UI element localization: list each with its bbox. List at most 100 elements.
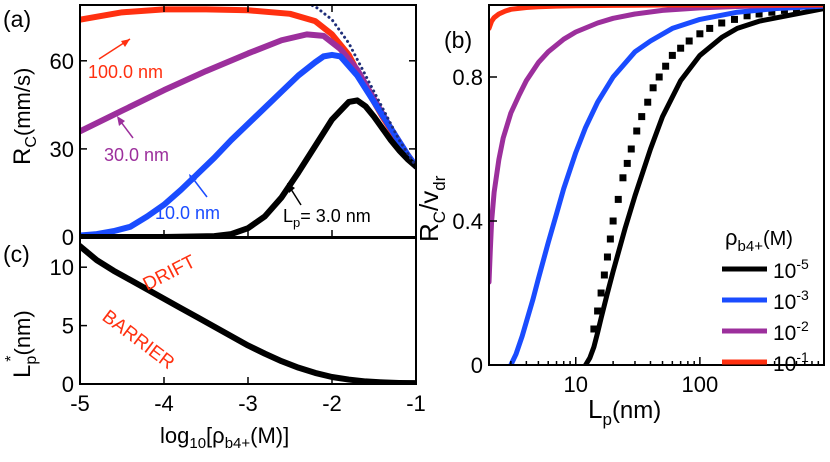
- panel-b-marker-6: [609, 217, 617, 225]
- panel-b-marker-18: [677, 44, 685, 52]
- panel-a-label: (a): [3, 6, 31, 32]
- panel-b-marker-15: [655, 73, 663, 81]
- annotation-3nm-text: Lp= 3.0 nm: [283, 206, 371, 230]
- panel-b-marker-23: [730, 15, 738, 23]
- panel-c-ylabel-main: L: [9, 365, 36, 378]
- panel-c-frame: [79, 237, 417, 385]
- panel-b-marker-0: [590, 325, 598, 333]
- panel-a-ylabel: RC(mm/s): [9, 68, 40, 165]
- panel-b-marker-17: [668, 51, 676, 59]
- panel-b-ytick-label-zero: 0: [471, 353, 483, 378]
- annotation-3nm: Lp= 3.0 nm: [283, 183, 371, 230]
- panel-a-ytick-label-2: 60: [50, 49, 74, 74]
- legend-title-unit: (M): [763, 228, 793, 250]
- panel-b-xtick-label-1: 100: [682, 372, 719, 397]
- panel-a-ytick-label-0: 0: [62, 225, 74, 250]
- panel-a-series: [80, 5, 416, 237]
- annotation-3nm-tail: = 3.0 nm: [300, 206, 371, 226]
- panel-c-xlabel: log10[ρb4+(M)]: [160, 423, 289, 452]
- panel-b-marker-7: [614, 195, 622, 203]
- panel-b-series-3: [489, 5, 824, 285]
- region-label-barrier: BARRIER: [98, 306, 178, 374]
- panel-a-ylabel-unit: (mm/s): [10, 68, 35, 136]
- legend-label-2: 10-2: [773, 318, 809, 345]
- legend: ρb4+(M) 10-5 10-3 10-2 10-1: [722, 225, 809, 376]
- panel-c-xtick-label-4: -1: [406, 391, 426, 416]
- panel-c-ytick-label-0: 0: [62, 372, 74, 397]
- legend-title: ρb4+(M): [725, 225, 793, 255]
- panel-b: 0.4 0.8 0 10 100 (b) RC/vdr Lp(nm) ρb4+(M) 1…: [414, 4, 825, 429]
- panel-b-marker-19: [685, 37, 693, 45]
- panel-b-xlabel: Lp(nm): [588, 394, 661, 429]
- panel-c-xlabel-open: [ρ: [206, 423, 225, 448]
- panel-c-ytick-label-2: 10: [50, 255, 74, 280]
- panel-a-series-2: [80, 51, 416, 237]
- annotation-100nm-text: 100.0 nm: [88, 62, 163, 82]
- panel-c-xtick-label-1: -4: [154, 391, 174, 416]
- panel-c-ylabel: Lp*(nm): [3, 310, 40, 378]
- panel-b-ylabel-tail: /v: [414, 191, 444, 211]
- panel-b-marker-22: [718, 19, 726, 27]
- panel-b-marker-16: [662, 62, 670, 70]
- panel-b-ytick-label-1: 0.8: [452, 65, 483, 90]
- panel-b-marker-24: [743, 12, 751, 20]
- panel-b-series-2: [508, 5, 824, 365]
- panel-b-marker-25: [755, 10, 763, 18]
- panel-c-xlabel-sub: 10: [189, 435, 206, 452]
- legend-title-sub: b4+: [738, 238, 764, 255]
- panel-c-xlabel-main: log: [160, 423, 189, 448]
- annotation-10nm-text: 10.0 nm: [155, 203, 220, 223]
- annotation-30nm-text: 30.0 nm: [104, 145, 169, 165]
- panel-b-ylabel-main: R: [414, 223, 444, 242]
- annotation-3nm-main: L: [283, 206, 293, 226]
- panel-a: 0 30 60 (a) RC(mm/s) 100.0 nm 30.0 nm 10.0…: [3, 4, 417, 250]
- panel-c-xtick-label-0: -5: [70, 391, 90, 416]
- panel-c-xlabel-rho-sub: b4+: [225, 435, 251, 452]
- panel-b-xlabel-sub: p: [602, 410, 611, 429]
- panel-c-ylabel-unit: (nm): [10, 310, 35, 355]
- panel-c-xlabel-close: (M)]: [250, 423, 289, 448]
- annotation-100nm-arrowhead: [121, 39, 130, 47]
- panel-b-xlabel-main: L: [588, 394, 602, 424]
- panel-b-series: [489, 5, 824, 365]
- panel-b-ylabel-sub: C: [430, 211, 449, 223]
- panel-b-marker-8: [619, 174, 627, 182]
- panel-b-marker-20: [696, 30, 704, 38]
- panel-c-xtick-label-3: -2: [322, 391, 342, 416]
- panel-b-marker-12: [638, 113, 646, 121]
- panel-b-marker-2: [597, 289, 605, 297]
- panel-b-ylabel-tail-sub: dr: [430, 175, 449, 190]
- legend-title-main: ρ: [725, 225, 738, 250]
- panel-b-marker-26: [768, 8, 776, 16]
- legend-label-0: 10-5: [773, 256, 809, 283]
- panel-a-series-4: [306, 5, 416, 169]
- panel-b-marker-4: [603, 253, 611, 261]
- panel-b-marker-21: [706, 24, 714, 32]
- panel-b-label: (b): [444, 27, 472, 53]
- panel-b-marker-3: [600, 271, 608, 279]
- panel-a-ticks: 0 30 60: [50, 5, 417, 250]
- panel-b-ylabel: RC/vdr: [414, 175, 449, 242]
- panel-c-series: [80, 243, 416, 384]
- annotation-3nm-sub: p: [293, 215, 300, 230]
- legend-label-1: 10-3: [773, 287, 809, 314]
- panel-b-ticks: 0.4 0.8 0 10 100: [452, 65, 820, 397]
- legend-label-3: 10-1: [773, 349, 809, 376]
- panel-c-series-0: [80, 243, 416, 384]
- annotation-10nm: 10.0 nm: [155, 174, 220, 223]
- panel-b-marker-11: [633, 127, 641, 135]
- region-label-drift: DRIFT: [140, 251, 200, 295]
- annotation-30nm: 30.0 nm: [104, 116, 169, 165]
- panel-b-marker-14: [649, 84, 657, 92]
- annotation-3nm-arrowhead: [287, 183, 295, 193]
- annotation-30nm-arrowhead: [117, 116, 125, 126]
- panel-b-marker-1: [594, 307, 602, 315]
- panel-b-marker-9: [623, 159, 631, 167]
- panel-a-ytick-label-1: 30: [50, 137, 74, 162]
- panel-b-xlabel-unit: (nm): [612, 397, 661, 424]
- panel-b-series-0: [583, 6, 824, 365]
- panel-c-ytick-label-1: 5: [62, 314, 74, 339]
- panel-b-ytick-label-0: 0.4: [452, 209, 483, 234]
- annotation-100nm: 100.0 nm: [88, 38, 163, 82]
